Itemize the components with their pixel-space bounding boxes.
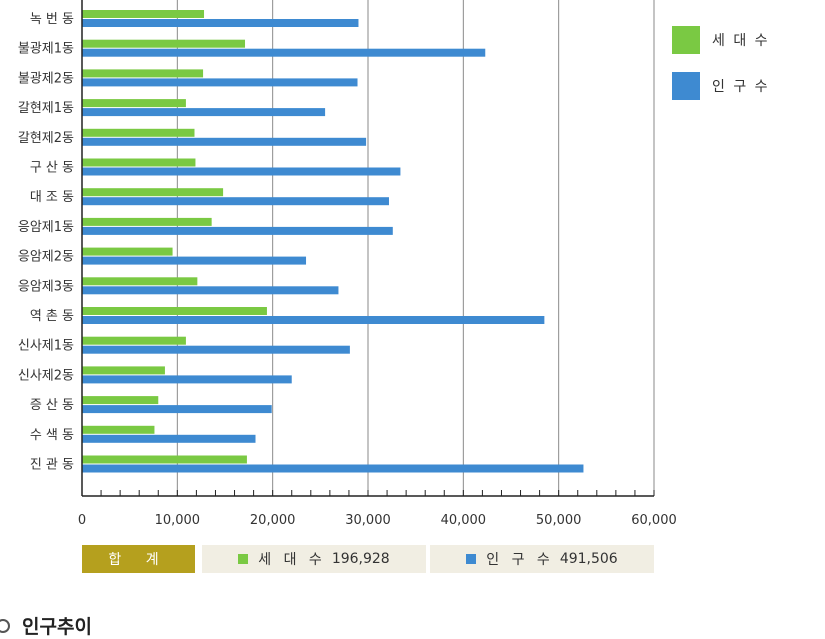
x-tick-label: 50,000 xyxy=(536,513,582,528)
bar-population xyxy=(82,108,326,117)
bar-households xyxy=(82,128,195,137)
next-section-heading: 인구추이 xyxy=(0,612,92,639)
x-tick-label: 0 xyxy=(78,513,86,528)
bar-group xyxy=(82,10,584,473)
households-total-value: 196,928 xyxy=(331,551,390,567)
category-label: 신사제2동 xyxy=(18,368,74,383)
bar-population xyxy=(82,434,256,443)
legend-label-population: 인 구 수 xyxy=(712,79,770,95)
category-label: 갈현제1동 xyxy=(18,101,74,116)
category-label: 구 산 동 xyxy=(30,161,74,176)
x-tick-label: 10,000 xyxy=(155,513,201,528)
bar-households xyxy=(82,396,159,405)
bar-population xyxy=(82,405,272,414)
bar-population xyxy=(82,256,307,265)
bar-population xyxy=(82,167,401,176)
grid-lines xyxy=(176,0,655,496)
x-tick-label: 60,000 xyxy=(631,513,677,528)
circle-bullet-icon xyxy=(0,618,10,633)
category-label: 진 관 동 xyxy=(30,458,74,473)
bar-population xyxy=(82,345,350,354)
next-section-title: 인구추이 xyxy=(22,616,92,638)
bar-households xyxy=(82,217,212,226)
total-label: 합 계 xyxy=(108,552,169,568)
population-total-label: 인 구 수 xyxy=(486,552,554,568)
bar-households xyxy=(82,247,173,256)
x-tick-label: 20,000 xyxy=(250,513,296,528)
bar-households xyxy=(82,69,204,78)
bar-population xyxy=(82,226,393,235)
category-label: 대 조 동 xyxy=(30,190,74,205)
bar-households xyxy=(82,39,246,48)
households-total-box: 세 대 수 196,928 xyxy=(202,545,426,573)
category-label: 수 색 동 xyxy=(30,428,74,443)
bar-population xyxy=(82,48,486,57)
bar-population xyxy=(82,316,545,324)
bar-population xyxy=(82,78,358,87)
category-label: 응암제1동 xyxy=(18,220,74,235)
category-label: 응암제2동 xyxy=(18,250,74,265)
legend-item-households: 세 대 수 xyxy=(672,26,770,54)
population-total-value: 491,506 xyxy=(559,551,618,567)
bar-households xyxy=(82,10,205,18)
x-tick-label: 30,000 xyxy=(345,513,391,528)
bar-population xyxy=(82,137,367,146)
bar-households xyxy=(82,366,165,375)
bar-households xyxy=(82,158,196,167)
x-tick-labels: 0 10,000 20,000 30,000 40,000 50,000 60,000 xyxy=(78,513,677,528)
population-total-box: 인 구 수 491,506 xyxy=(430,545,654,573)
category-label: 갈현제2동 xyxy=(18,131,74,146)
bar-households xyxy=(82,188,224,197)
category-label: 녹 번 동 xyxy=(30,12,74,27)
bar-households xyxy=(82,99,186,108)
legend-swatch-population xyxy=(672,72,700,100)
bar-population xyxy=(82,375,292,384)
category-label: 응암제3동 xyxy=(18,279,74,294)
bar-households xyxy=(82,307,267,315)
bar-population xyxy=(82,19,359,27)
legend-item-population: 인 구 수 xyxy=(672,72,770,100)
households-total-label: 세 대 수 xyxy=(258,552,326,568)
legend-label-households: 세 대 수 xyxy=(712,33,770,49)
population-square-icon xyxy=(466,554,477,564)
households-square-icon xyxy=(238,554,249,564)
x-tick-label: 40,000 xyxy=(441,513,487,528)
total-badge: 합 계 xyxy=(82,545,195,573)
bar-population xyxy=(82,464,584,473)
category-label: 증 산 동 xyxy=(30,398,74,413)
bar-households xyxy=(82,277,198,286)
bar-population xyxy=(82,197,389,206)
bar-households xyxy=(82,455,247,464)
category-label: 역 촌 동 xyxy=(30,309,74,324)
bar-households xyxy=(82,336,186,345)
bar-population xyxy=(82,286,339,295)
category-label: 신사제1동 xyxy=(18,339,74,354)
bar-households xyxy=(82,425,155,434)
category-label: 불광제2동 xyxy=(18,71,74,86)
legend-swatch-households xyxy=(672,26,700,54)
axes xyxy=(81,0,655,497)
category-label: 불광제1동 xyxy=(18,42,74,57)
